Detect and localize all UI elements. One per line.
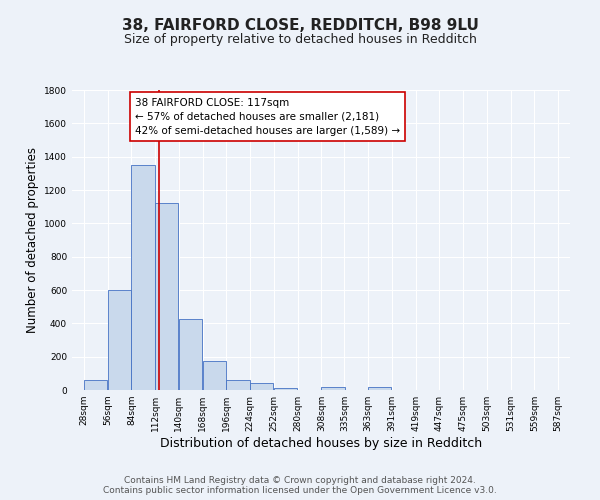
Bar [226,380,250,390]
Bar [322,386,345,390]
Bar [84,380,107,390]
Bar [250,384,274,390]
Bar [131,165,155,390]
Bar [274,388,297,390]
Bar [155,204,178,390]
Bar [368,386,391,390]
Text: Contains HM Land Registry data © Crown copyright and database right 2024.
Contai: Contains HM Land Registry data © Crown c… [103,476,497,495]
Text: 38 FAIRFORD CLOSE: 117sqm
← 57% of detached houses are smaller (2,181)
42% of se: 38 FAIRFORD CLOSE: 117sqm ← 57% of detac… [135,98,400,136]
Bar [179,319,202,390]
Text: 38, FAIRFORD CLOSE, REDDITCH, B98 9LU: 38, FAIRFORD CLOSE, REDDITCH, B98 9LU [122,18,478,32]
X-axis label: Distribution of detached houses by size in Redditch: Distribution of detached houses by size … [160,437,482,450]
Y-axis label: Number of detached properties: Number of detached properties [26,147,38,333]
Bar [107,290,131,390]
Bar [203,361,226,390]
Text: Size of property relative to detached houses in Redditch: Size of property relative to detached ho… [124,32,476,46]
